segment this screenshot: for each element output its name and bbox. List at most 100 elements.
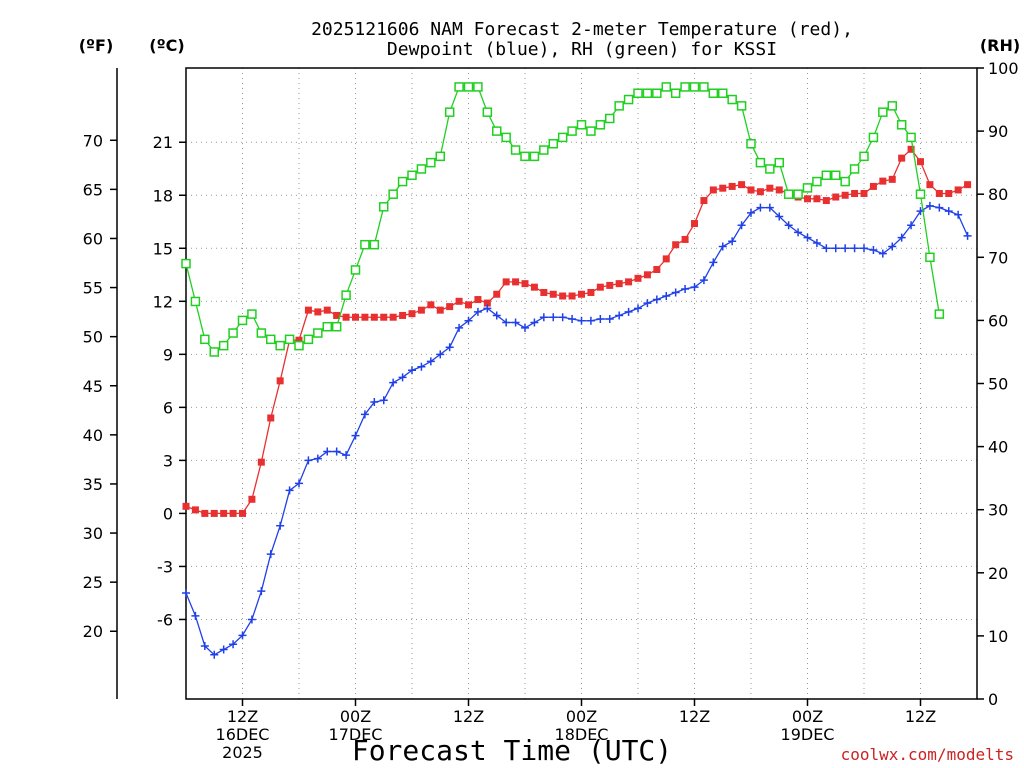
temperature-point [935, 189, 943, 197]
dewpoint-point [238, 631, 247, 640]
dewpoint-point [200, 641, 209, 650]
rh-point [623, 94, 634, 105]
rh-point [576, 120, 587, 130]
temperature-point [869, 182, 877, 190]
temperature-point [615, 280, 623, 288]
dewpoint-point [869, 246, 878, 255]
rh-point [793, 189, 803, 199]
rh-point [228, 328, 238, 338]
temperature-point [822, 197, 830, 205]
rh-point [360, 239, 370, 250]
rh-point [444, 107, 455, 117]
x-tick-label: 2025 [222, 743, 263, 762]
celsius-tick-label: 12 [153, 292, 173, 311]
chart-title-line: 2025121606 NAM Forecast 2-meter Temperat… [311, 19, 853, 40]
temperature-point [625, 278, 633, 286]
temperature-point [634, 274, 642, 282]
rh-point [237, 315, 248, 326]
dewpoint-point [812, 238, 821, 247]
dewpoint-point [445, 343, 454, 352]
rh-point [266, 334, 276, 345]
celsius-tick-label: 18 [153, 186, 173, 205]
rh-tick-label: 90 [988, 122, 1008, 141]
rh-point [331, 321, 342, 332]
rh-point [849, 164, 860, 174]
rh-point [492, 126, 502, 136]
temperature-point [964, 181, 972, 189]
rh-point [614, 101, 624, 111]
dewpoint-line [185, 205, 969, 656]
rh-tick-label: 0 [988, 690, 998, 709]
celsius-unit-label: (ºC) [149, 36, 184, 55]
temperature-point [210, 509, 218, 517]
temperature-point [521, 280, 529, 288]
x-tick-label: 12Z [679, 707, 710, 726]
fahrenheit-tick-label: 30 [83, 524, 103, 543]
dewpoint-point [464, 316, 473, 325]
fahrenheit-tick-label: 50 [83, 328, 103, 347]
rh-point [557, 132, 568, 143]
celsius-tick-label: 0 [163, 504, 173, 523]
rh-point [727, 94, 737, 105]
rh-point [209, 347, 219, 357]
dewpoint-point [728, 237, 737, 246]
dewpoint-point [313, 454, 322, 463]
rh-point [746, 138, 756, 149]
celsius-tick-label: -6 [157, 610, 173, 629]
fahrenheit-tick-label: 70 [83, 131, 103, 150]
temperature-point [427, 301, 435, 309]
x-tick-label: 00Z [566, 707, 597, 726]
rh-tick-label: 60 [988, 311, 1008, 330]
temperature-point [436, 306, 444, 314]
x-tick-label: 19DEC [781, 725, 835, 744]
rh-point [454, 82, 464, 92]
rh-tick-label: 20 [988, 564, 1008, 583]
temperature-point [606, 281, 614, 289]
temperature-point [559, 292, 567, 300]
chart-title-line: Dewpoint (blue), RH (green) for KSSI [387, 39, 777, 60]
temperature-point [182, 502, 190, 510]
temperature-point [568, 292, 576, 300]
dewpoint-point [247, 615, 256, 624]
rh-point [831, 170, 841, 181]
rh-point [284, 334, 295, 345]
rh-point [520, 151, 530, 162]
temperature-point [220, 509, 228, 517]
dewpoint-point [586, 316, 595, 325]
dewpoint-point [182, 588, 190, 597]
dewpoint-point [615, 311, 624, 320]
temperature-point [295, 336, 303, 344]
rh-point [699, 82, 709, 92]
temperature-point [813, 195, 821, 203]
rh-unit-label: (RH) [980, 36, 1020, 55]
rh-point [539, 145, 549, 155]
temperature-point [926, 181, 934, 189]
dewpoint-point [747, 208, 755, 217]
fahrenheit-tick-label: 65 [83, 180, 103, 199]
temperature-point [907, 145, 915, 153]
rh-point [765, 164, 775, 174]
celsius-tick-label: 15 [153, 239, 173, 258]
temperature-point [643, 271, 651, 279]
dewpoint-point [605, 314, 614, 323]
temperature-point [239, 509, 246, 517]
dewpoint-point [784, 221, 793, 230]
dewpoint-point [699, 276, 708, 285]
x-tick-label: 12Z [905, 707, 936, 726]
fahrenheit-tick-label: 45 [83, 377, 103, 396]
rh-point [294, 340, 304, 351]
dewpoint-point [624, 307, 633, 316]
temperature-point [709, 186, 717, 194]
rh-point [595, 120, 606, 130]
rh-point [586, 126, 596, 136]
rh-point [463, 82, 474, 92]
dewpoint-point [191, 611, 200, 620]
dewpoint-point [219, 645, 228, 654]
dewpoint-point [878, 249, 887, 258]
celsius-tick-label: 3 [163, 451, 173, 470]
dewpoint-point [888, 242, 897, 251]
fahrenheit-tick-label: 25 [83, 573, 103, 592]
rh-tick-label: 100 [988, 59, 1019, 78]
dewpoint-point [539, 313, 548, 322]
